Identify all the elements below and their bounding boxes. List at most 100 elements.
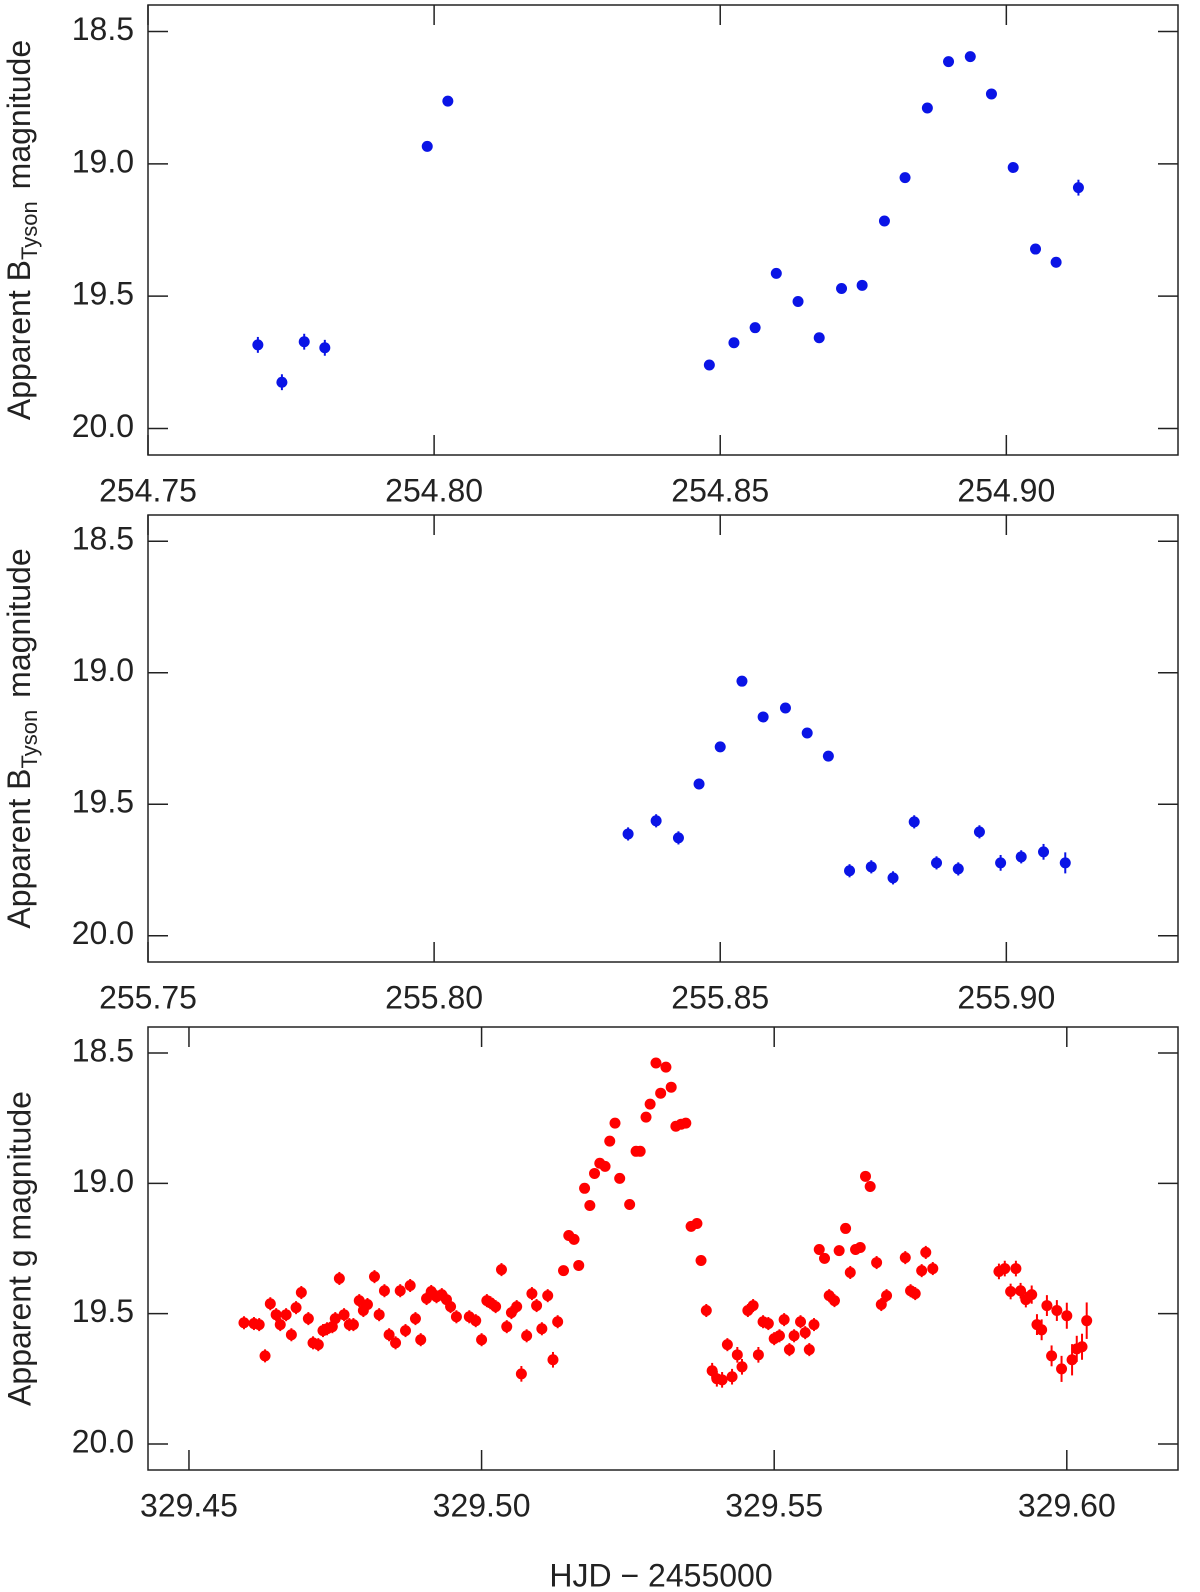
- data-point: [999, 1263, 1011, 1275]
- y-tick-label: 19.5: [72, 1293, 134, 1329]
- data-point: [421, 140, 433, 152]
- data-point: [579, 1182, 591, 1194]
- data-point: [943, 56, 955, 68]
- data-point: [298, 336, 310, 348]
- data-point: [799, 1327, 811, 1339]
- y-tick-label: 19.0: [72, 652, 134, 688]
- x-tick-label: 329.45: [140, 1487, 238, 1523]
- y-axis-label-main: Apparent B: [1, 260, 37, 420]
- data-point: [450, 1311, 462, 1323]
- data-point: [920, 1246, 932, 1258]
- data-point: [875, 1299, 887, 1311]
- data-point: [415, 1334, 427, 1346]
- data-point: [716, 1374, 728, 1386]
- data-point: [644, 1098, 656, 1110]
- data-point: [302, 1313, 314, 1325]
- data-point: [757, 711, 769, 723]
- data-point: [788, 1330, 800, 1342]
- plot-frame: [147, 1026, 1179, 1471]
- data-point: [695, 1254, 707, 1266]
- data-point: [736, 1361, 748, 1373]
- data-point: [476, 1334, 488, 1346]
- data-point: [916, 1265, 928, 1277]
- data-point: [871, 1257, 883, 1269]
- data-point: [783, 1344, 795, 1356]
- data-point: [792, 295, 804, 307]
- data-point: [383, 1329, 395, 1341]
- y-axis-label-main: Apparent B: [1, 769, 37, 929]
- data-point: [1072, 182, 1084, 194]
- data-point: [338, 1309, 350, 1321]
- data-point: [531, 1300, 543, 1312]
- data-point: [526, 1288, 538, 1300]
- x-tick-label: 255.80: [385, 979, 483, 1015]
- data-point: [558, 1265, 570, 1277]
- data-point: [844, 865, 856, 877]
- data-point: [404, 1280, 416, 1292]
- data-point: [252, 339, 264, 351]
- data-point: [736, 675, 748, 687]
- data-point: [1061, 1310, 1073, 1322]
- data-point: [640, 1111, 652, 1123]
- y-axis-label: Apparent BTyson magnitude: [1, 548, 41, 928]
- y-axis-label: Apparent BTyson magnitude: [1, 40, 41, 420]
- x-tick-label: 254.80: [385, 472, 483, 508]
- data-point: [1005, 1285, 1017, 1297]
- data-point: [490, 1301, 502, 1313]
- data-point: [703, 359, 715, 371]
- data-point: [259, 1350, 271, 1362]
- data-point: [1066, 1354, 1078, 1366]
- data-point: [779, 702, 791, 714]
- data-point: [856, 279, 868, 291]
- x-tick-label: 254.90: [957, 472, 1055, 508]
- data-point: [280, 1309, 292, 1321]
- data-point: [985, 88, 997, 100]
- data-point: [614, 1172, 626, 1184]
- data-point: [833, 1245, 845, 1257]
- data-point: [584, 1200, 596, 1212]
- data-point: [813, 1244, 825, 1256]
- data-point: [400, 1325, 411, 1337]
- data-point: [822, 750, 834, 762]
- data-point: [680, 1117, 692, 1129]
- data-point: [536, 1323, 548, 1335]
- data-point: [650, 1057, 662, 1069]
- data-point: [747, 1300, 759, 1312]
- data-point: [624, 1198, 636, 1210]
- data-point: [609, 1117, 621, 1129]
- data-point: [836, 283, 848, 294]
- data-point: [1030, 243, 1042, 255]
- data-point: [700, 1305, 712, 1317]
- data-point: [808, 1319, 820, 1331]
- data-point: [622, 828, 634, 840]
- data-point: [390, 1337, 402, 1349]
- data-point: [373, 1309, 385, 1321]
- y-tick-label: 19.0: [72, 143, 134, 179]
- data-point: [864, 1180, 876, 1192]
- data-point: [394, 1285, 406, 1297]
- data-point: [1007, 162, 1019, 174]
- data-point: [368, 1271, 380, 1283]
- data-point: [253, 1319, 265, 1331]
- data-point: [762, 1318, 774, 1330]
- data-point: [1081, 1315, 1093, 1327]
- data-point: [333, 1272, 345, 1284]
- y-axis-label-subscript: Tyson: [17, 710, 42, 769]
- data-point: [650, 815, 662, 827]
- data-point: [726, 1371, 738, 1383]
- data-point: [995, 857, 1007, 869]
- data-point: [1059, 857, 1071, 869]
- data-point: [752, 1349, 764, 1361]
- data-point: [1050, 256, 1062, 268]
- data-point: [828, 1295, 840, 1307]
- x-tick-label: 329.60: [1018, 1487, 1116, 1523]
- data-point: [1038, 846, 1050, 858]
- data-point: [672, 832, 684, 844]
- data-point: [859, 1170, 871, 1182]
- data-point: [589, 1167, 601, 1179]
- y-tick-label: 18.5: [72, 11, 134, 47]
- data-point: [361, 1299, 373, 1311]
- data-point: [445, 1301, 457, 1313]
